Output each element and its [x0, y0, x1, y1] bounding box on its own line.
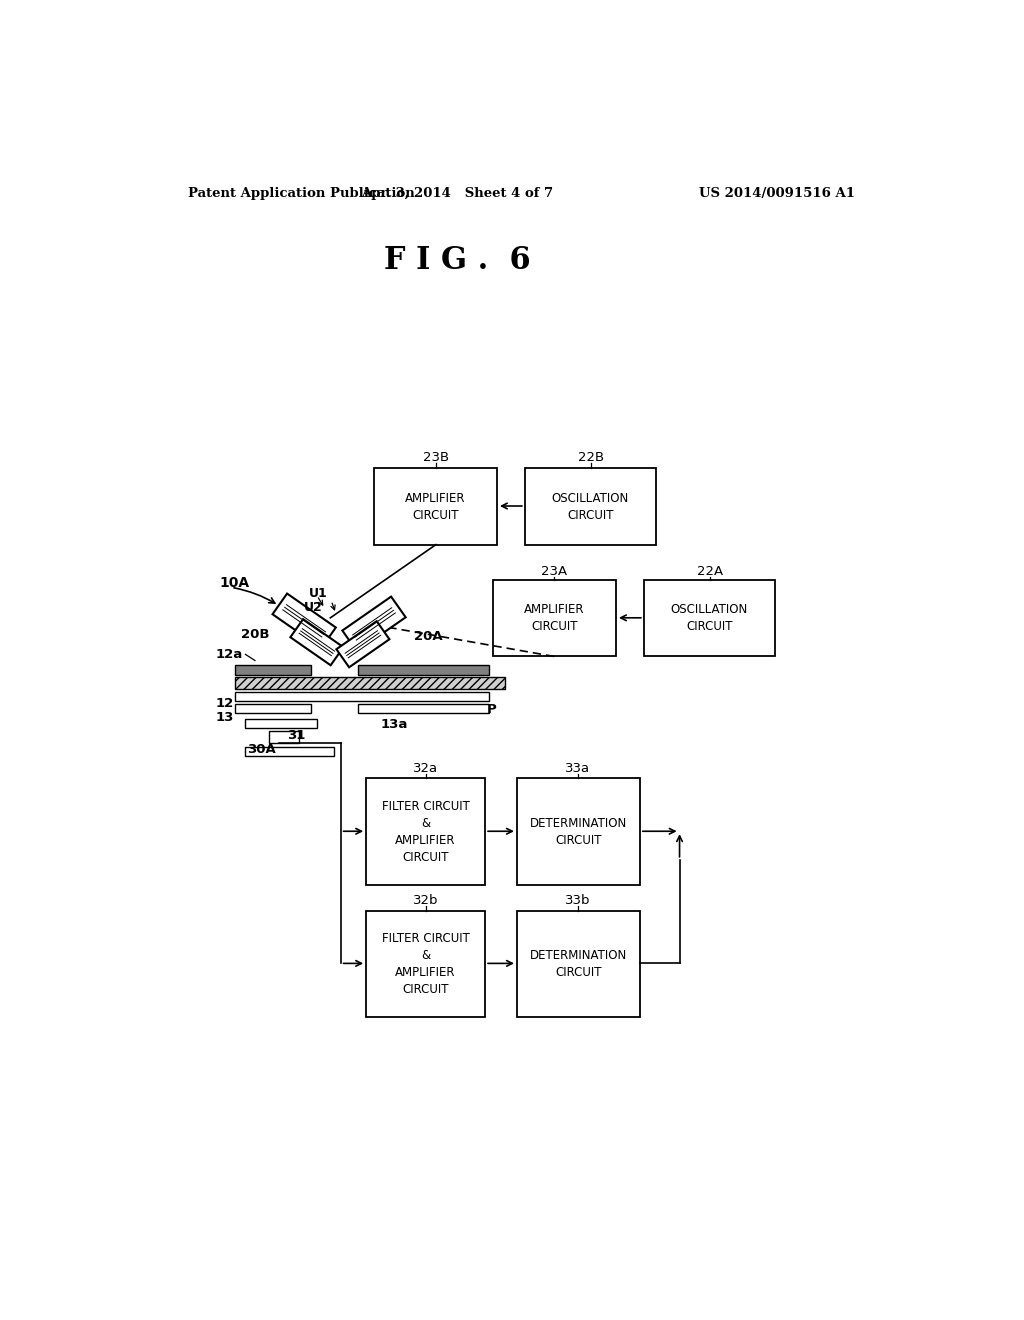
Text: F I G .  6: F I G . 6	[384, 244, 530, 276]
Bar	[269, 731, 299, 743]
Text: 32a: 32a	[413, 762, 438, 775]
Bar	[236, 677, 505, 689]
Text: 30A: 30A	[247, 743, 275, 756]
Text: OSCILLATION
CIRCUIT: OSCILLATION CIRCUIT	[671, 603, 748, 634]
Bar	[358, 664, 489, 675]
Text: 20B: 20B	[241, 627, 269, 640]
Text: 23A: 23A	[541, 565, 567, 578]
Bar	[524, 469, 655, 545]
Polygon shape	[272, 594, 336, 648]
Text: 31: 31	[287, 729, 305, 742]
Text: FILTER CIRCUIT
&
AMPLIFIER
CIRCUIT: FILTER CIRCUIT & AMPLIFIER CIRCUIT	[382, 932, 470, 995]
Bar	[236, 704, 310, 713]
Text: FILTER CIRCUIT
&
AMPLIFIER
CIRCUIT: FILTER CIRCUIT & AMPLIFIER CIRCUIT	[382, 800, 470, 863]
Text: OSCILLATION
CIRCUIT: OSCILLATION CIRCUIT	[552, 491, 629, 521]
Polygon shape	[336, 622, 389, 668]
Text: U1: U1	[309, 587, 328, 599]
Text: 12: 12	[215, 697, 233, 710]
Bar	[644, 581, 775, 656]
Text: DETERMINATION
CIRCUIT: DETERMINATION CIRCUIT	[529, 949, 627, 979]
Text: DETERMINATION
CIRCUIT: DETERMINATION CIRCUIT	[529, 817, 627, 846]
Text: 22A: 22A	[696, 565, 723, 578]
Text: 33a: 33a	[565, 762, 591, 775]
Text: Apr. 3, 2014   Sheet 4 of 7: Apr. 3, 2014 Sheet 4 of 7	[361, 187, 553, 201]
Text: 32b: 32b	[413, 894, 438, 907]
Bar	[367, 911, 485, 1018]
Bar	[367, 779, 485, 886]
Polygon shape	[291, 619, 343, 665]
Text: 23B: 23B	[423, 450, 449, 463]
Text: 22B: 22B	[578, 450, 604, 463]
Text: U2: U2	[304, 601, 323, 614]
Bar	[358, 704, 489, 713]
Bar	[246, 747, 334, 756]
Text: 13a: 13a	[380, 718, 408, 731]
Bar	[494, 581, 616, 656]
Text: 12a: 12a	[215, 648, 243, 661]
Bar	[236, 692, 489, 701]
Text: 13: 13	[215, 711, 233, 723]
Bar	[236, 664, 310, 675]
Text: 10A: 10A	[219, 577, 250, 590]
Polygon shape	[342, 597, 406, 651]
Text: AMPLIFIER
CIRCUIT: AMPLIFIER CIRCUIT	[524, 603, 585, 634]
Text: AMPLIFIER
CIRCUIT: AMPLIFIER CIRCUIT	[406, 491, 466, 521]
Text: P: P	[486, 702, 497, 715]
Bar	[374, 469, 497, 545]
Bar	[517, 779, 640, 886]
Text: 33b: 33b	[565, 894, 591, 907]
Bar	[517, 911, 640, 1018]
Text: Patent Application Publication: Patent Application Publication	[187, 187, 415, 201]
Text: 20A: 20A	[414, 630, 442, 643]
Text: US 2014/0091516 A1: US 2014/0091516 A1	[699, 187, 855, 201]
Bar	[246, 719, 316, 727]
